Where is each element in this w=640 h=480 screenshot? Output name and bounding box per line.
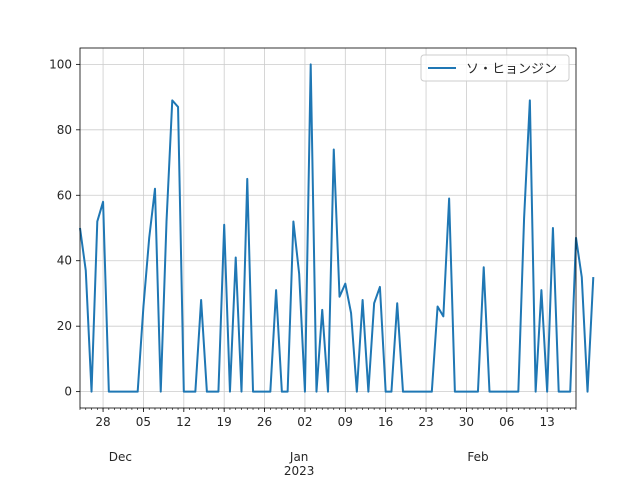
x-year-label: 2023 bbox=[284, 464, 315, 478]
x-tick-label: 28 bbox=[95, 415, 110, 429]
series-line bbox=[79, 63, 595, 393]
ticks: 0 20 40 60 80 100 28 05 12 19 26 02 09 16 23 30 06 13 Dec J… bbox=[49, 57, 577, 478]
x-tick-label: 06 bbox=[499, 415, 514, 429]
y-tick-label: 0 bbox=[64, 385, 72, 399]
x-month-label: Jan bbox=[289, 450, 309, 464]
y-tick-label: 60 bbox=[57, 188, 72, 202]
x-tick-label: 02 bbox=[297, 415, 312, 429]
legend: ソ・ヒョンジン bbox=[420, 54, 570, 82]
x-tick-label: 23 bbox=[418, 415, 433, 429]
x-tick-label: 30 bbox=[459, 415, 474, 429]
legend-box bbox=[420, 54, 570, 82]
y-tick-label: 100 bbox=[49, 57, 72, 71]
legend-label: ソ・ヒョンジン bbox=[466, 62, 557, 77]
x-tick-label: 16 bbox=[378, 415, 393, 429]
x-tick-label: 12 bbox=[176, 415, 191, 429]
x-tick-label: 05 bbox=[136, 415, 151, 429]
x-tick-label: 09 bbox=[338, 415, 353, 429]
x-tick-label: 26 bbox=[257, 415, 272, 429]
x-month-label: Feb bbox=[467, 450, 488, 464]
x-month-label: Dec bbox=[109, 450, 132, 464]
y-tick-label: 40 bbox=[57, 254, 72, 268]
y-tick-label: 20 bbox=[57, 319, 72, 333]
x-tick-label: 19 bbox=[217, 415, 232, 429]
series-layer bbox=[79, 63, 595, 393]
x-tick-label: 13 bbox=[540, 415, 555, 429]
y-tick-label: 80 bbox=[57, 123, 72, 137]
